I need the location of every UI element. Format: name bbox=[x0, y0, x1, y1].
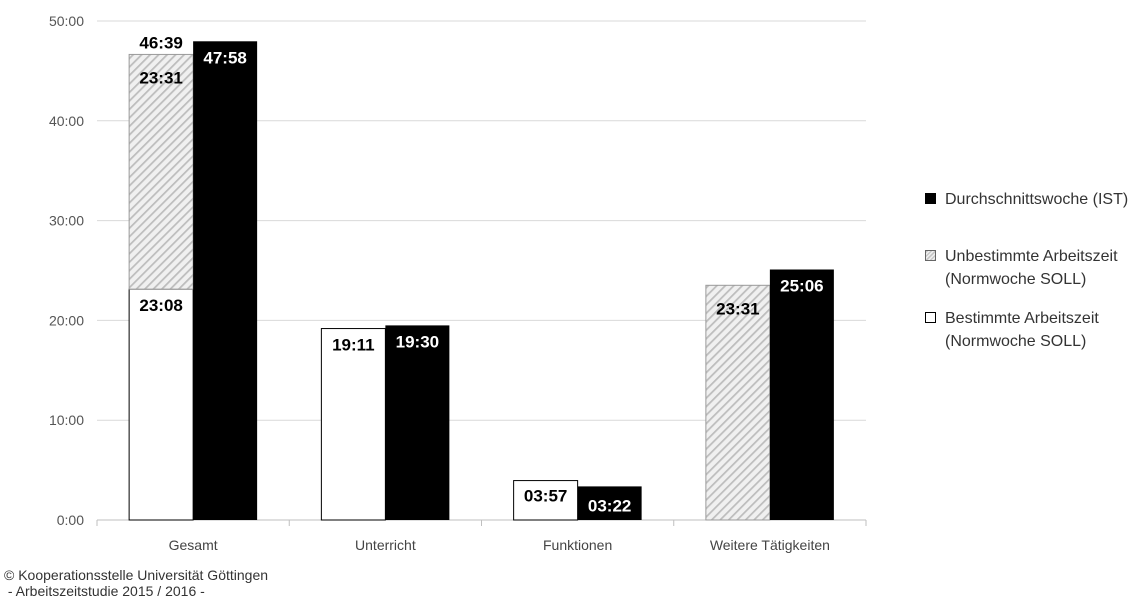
study-line: - Arbeitszeitstudie 2015 / 2016 - bbox=[4, 583, 205, 599]
bar-ist bbox=[193, 41, 258, 521]
copyright-footer: © Kooperationsstelle Universität Götting… bbox=[4, 567, 268, 599]
legend-label: Unbestimmte Arbeitszeit (Normwoche SOLL) bbox=[945, 248, 1118, 288]
copyright-line: © Kooperationsstelle Universität Götting… bbox=[4, 567, 269, 583]
bar-bestimmt bbox=[513, 480, 579, 521]
bar-ist bbox=[577, 486, 642, 520]
data-label-ist: 47:58 bbox=[203, 48, 246, 67]
legend-item-unbestimmt: Unbestimmte Arbeitszeit (Normwoche SOLL) bbox=[925, 245, 1146, 291]
data-label-bestimmt: 03:57 bbox=[524, 487, 567, 506]
x-category-label: Gesamt bbox=[169, 537, 218, 553]
bars bbox=[128, 41, 834, 521]
data-label-ist: 25:06 bbox=[780, 277, 823, 296]
y-tick-label: 20:00 bbox=[49, 312, 84, 328]
data-label-bestimmt: 23:08 bbox=[139, 296, 182, 315]
legend-label: Bestimmte Arbeitszeit (Normwoche SOLL) bbox=[945, 310, 1099, 350]
data-label-ist: 03:22 bbox=[588, 496, 631, 515]
y-tick-label: 0:00 bbox=[57, 512, 84, 528]
x-category-label: Unterricht bbox=[355, 537, 416, 553]
legend-swatch-unbestimmt bbox=[925, 250, 936, 261]
data-label-total: 46:39 bbox=[139, 33, 182, 52]
legend-label: Durchschnittswoche (IST) bbox=[945, 191, 1129, 208]
y-tick-label: 10:00 bbox=[49, 412, 84, 428]
data-labels: 23:08 23:31 47:58 46:39 19:11 19:30 03:57 03:22… bbox=[139, 33, 823, 515]
x-axis: Gesamt Unterricht Funktionen Weitere Tätigk… bbox=[169, 537, 830, 553]
bar-bestimmt bbox=[320, 328, 386, 521]
x-category-label: Weitere Tätigkeiten bbox=[710, 537, 830, 553]
y-tick-label: 30:00 bbox=[49, 213, 84, 229]
data-label-unbestimmt: 23:31 bbox=[139, 68, 182, 87]
legend-swatch-bestimmt bbox=[925, 312, 936, 323]
data-label-bestimmt: 19:11 bbox=[332, 336, 375, 355]
x-category-label: Funktionen bbox=[543, 537, 612, 553]
bar-ist bbox=[385, 325, 450, 520]
legend-item-ist: Durchschnittswoche (IST) bbox=[925, 188, 1146, 211]
bar-ist bbox=[769, 269, 834, 520]
y-axis: 0:00 10:00 20:00 30:00 40:00 50:00 bbox=[49, 13, 867, 528]
legend: Durchschnittswoche (IST) Unbestimmte Arb… bbox=[925, 188, 1146, 369]
bar-bestimmt bbox=[128, 288, 194, 521]
data-label-ist: 19:30 bbox=[396, 332, 439, 351]
y-tick-label: 50:00 bbox=[49, 13, 84, 29]
legend-item-bestimmt: Bestimmte Arbeitszeit (Normwoche SOLL) bbox=[925, 307, 1146, 353]
bar-unbestimmt bbox=[705, 284, 771, 521]
data-label-unbestimmt: 23:31 bbox=[716, 299, 759, 318]
y-tick-label: 40:00 bbox=[49, 113, 84, 129]
legend-swatch-ist bbox=[925, 193, 936, 204]
bar-unbestimmt bbox=[128, 53, 194, 290]
